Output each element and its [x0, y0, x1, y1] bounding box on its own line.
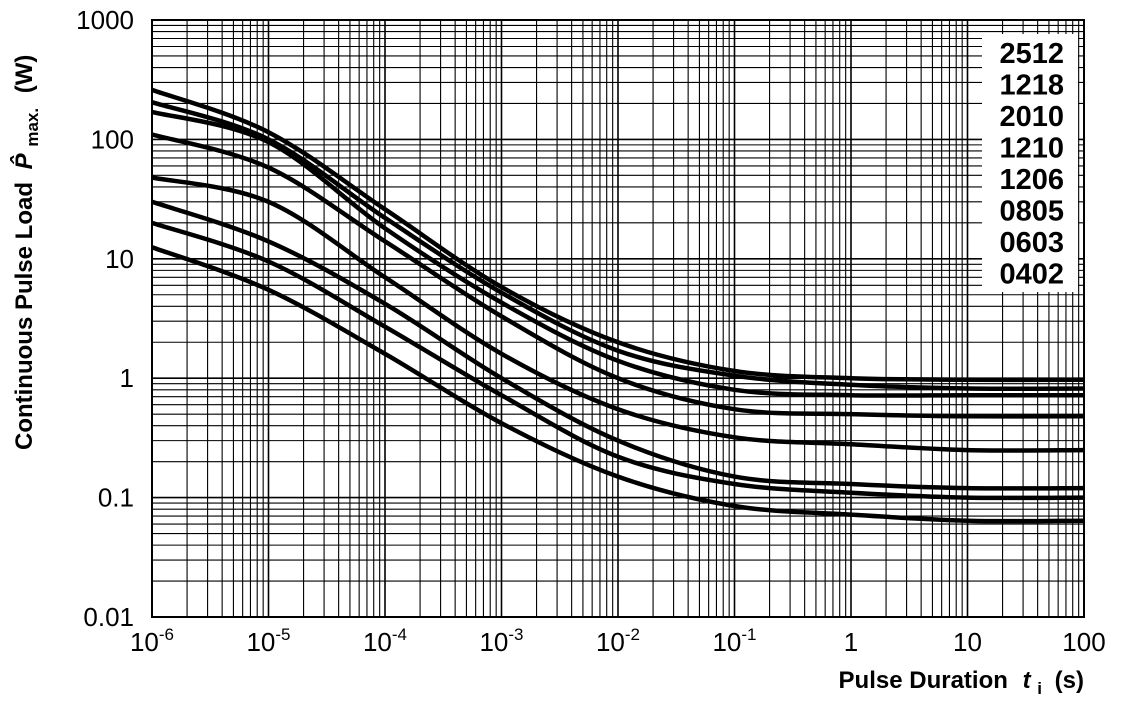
- x-tick-label: 10-3: [479, 625, 523, 657]
- legend-entry-2010: 2010: [999, 101, 1064, 133]
- x-tick-label: 10-1: [712, 625, 756, 657]
- y-tick-label: 1000: [76, 5, 134, 35]
- x-tick-label: 10: [953, 627, 982, 657]
- legend-entry-2512: 2512: [999, 38, 1064, 70]
- x-tick-base: 10: [363, 627, 392, 657]
- series-lines: [151, 87, 1085, 524]
- x-tick-label: 10-4: [363, 625, 407, 657]
- y-axis-label-symbol: P̂: [10, 152, 38, 169]
- x-tick-base: 10: [953, 627, 982, 657]
- series-line-1218: [151, 100, 1085, 392]
- y-tick-label: 10: [105, 244, 134, 274]
- x-tick-exponent: -1: [741, 625, 756, 644]
- x-axis-label-subscript: i: [1037, 679, 1042, 698]
- y-axis-label-unit: (W): [11, 55, 38, 94]
- x-tick-base: 10: [479, 627, 508, 657]
- x-tick-exponent: -6: [159, 625, 174, 644]
- x-axis-label: Pulse Duration t i (s): [839, 667, 1084, 700]
- x-tick-exponent: -3: [508, 625, 523, 644]
- y-tick-label: 0.01: [83, 602, 134, 632]
- x-axis-label-unit: (s): [1055, 667, 1084, 694]
- series-line-0603: [151, 220, 1085, 501]
- legend-entry-0402: 0402: [999, 259, 1064, 291]
- x-tick-base: 1: [844, 627, 858, 657]
- series-line-0402: [151, 245, 1085, 524]
- series-line-0805: [151, 199, 1085, 491]
- y-tick-label: 0.1: [98, 483, 134, 513]
- legend-entry-1206: 1206: [999, 164, 1064, 196]
- x-tick-label: 10-6: [130, 625, 174, 657]
- x-tick-exponent: -2: [625, 625, 640, 644]
- y-axis-label-subscript: max.: [23, 108, 42, 147]
- x-tick-label: 100: [1062, 627, 1105, 657]
- series-line-1206: [151, 175, 1085, 453]
- x-tick-base: 100: [1062, 627, 1105, 657]
- x-tick-exponent: -4: [392, 625, 407, 644]
- x-tick-label: 10-2: [596, 625, 640, 657]
- y-axis-label-text: Continuous Pulse Load: [11, 182, 38, 450]
- legend-background: [982, 34, 1078, 292]
- y-tick-label: 1: [120, 363, 134, 393]
- legend-box: [982, 34, 1078, 292]
- x-tick-labels: 10-6 10-5 10-4 10-3 10-2 10-1 1 10 100: [130, 625, 1106, 657]
- series-line-2010: [151, 109, 1084, 398]
- x-tick-base: 10: [596, 627, 625, 657]
- x-tick-label: 10-5: [246, 625, 290, 657]
- legend-entry-0805: 0805: [999, 196, 1064, 228]
- y-tick-label: 100: [91, 124, 134, 154]
- series-line-1210: [151, 132, 1085, 419]
- x-tick-exponent: -5: [275, 625, 290, 644]
- x-axis-label-text: Pulse Duration: [839, 667, 1008, 694]
- legend-entry-1210: 1210: [999, 133, 1064, 165]
- legend-entry-0603: 0603: [999, 227, 1064, 259]
- y-axis-label: Continuous Pulse Load P̂ max. (W): [10, 55, 44, 450]
- x-axis-label-symbol: t: [1023, 667, 1032, 694]
- plot-frame: [151, 19, 1085, 618]
- x-tick-base: 10: [246, 627, 275, 657]
- legend-entry-1218: 1218: [999, 70, 1064, 102]
- y-tick-labels: 1000 100 10 1 0.1 0.01: [76, 5, 134, 632]
- x-tick-base: 10: [712, 627, 741, 657]
- x-tick-label: 1: [844, 627, 858, 657]
- series-line-2512: [151, 87, 1085, 383]
- x-tick-base: 10: [130, 627, 159, 657]
